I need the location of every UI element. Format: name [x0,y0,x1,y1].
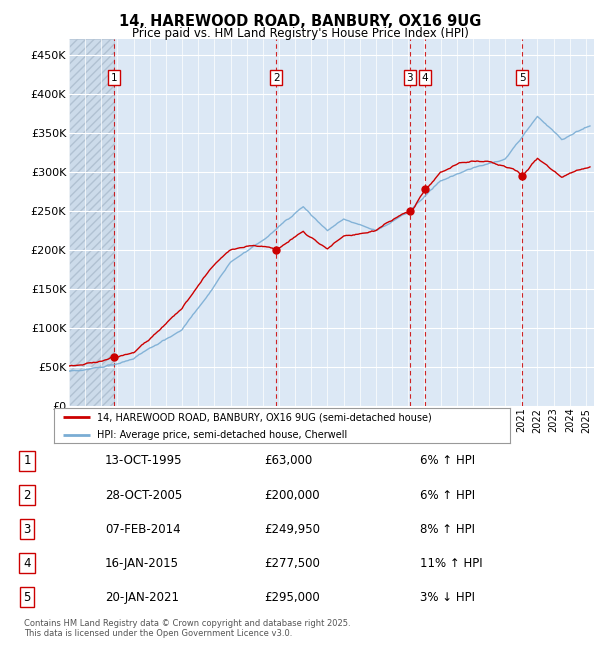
Text: 3% ↓ HPI: 3% ↓ HPI [420,591,475,604]
Text: 6% ↑ HPI: 6% ↑ HPI [420,454,475,467]
Text: 8% ↑ HPI: 8% ↑ HPI [420,523,475,536]
Text: 20-JAN-2021: 20-JAN-2021 [105,591,179,604]
Text: 11% ↑ HPI: 11% ↑ HPI [420,556,482,569]
Text: 5: 5 [519,73,526,83]
Text: 16-JAN-2015: 16-JAN-2015 [105,556,179,569]
Text: £200,000: £200,000 [264,489,320,502]
Text: 3: 3 [23,523,31,536]
Text: 2: 2 [23,489,31,502]
Text: 07-FEB-2014: 07-FEB-2014 [105,523,181,536]
Text: 28-OCT-2005: 28-OCT-2005 [105,489,182,502]
Text: 14, HAREWOOD ROAD, BANBURY, OX16 9UG: 14, HAREWOOD ROAD, BANBURY, OX16 9UG [119,14,481,29]
Text: HPI: Average price, semi-detached house, Cherwell: HPI: Average price, semi-detached house,… [97,430,347,441]
Text: 4: 4 [23,556,31,569]
Text: 13-OCT-1995: 13-OCT-1995 [105,454,182,467]
Text: 14, HAREWOOD ROAD, BANBURY, OX16 9UG (semi-detached house): 14, HAREWOOD ROAD, BANBURY, OX16 9UG (se… [97,412,432,423]
Text: £249,950: £249,950 [264,523,320,536]
Text: Contains HM Land Registry data © Crown copyright and database right 2025.
This d: Contains HM Land Registry data © Crown c… [24,619,350,638]
Bar [69,39,114,406]
Text: 4: 4 [422,73,428,83]
Text: £295,000: £295,000 [264,591,320,604]
Text: 1: 1 [23,454,31,467]
Text: Price paid vs. HM Land Registry's House Price Index (HPI): Price paid vs. HM Land Registry's House … [131,27,469,40]
Text: 2: 2 [273,73,280,83]
Text: 6% ↑ HPI: 6% ↑ HPI [420,489,475,502]
Text: 3: 3 [407,73,413,83]
Text: 5: 5 [23,591,31,604]
Text: £63,000: £63,000 [264,454,312,467]
Text: 1: 1 [111,73,118,83]
Text: £277,500: £277,500 [264,556,320,569]
